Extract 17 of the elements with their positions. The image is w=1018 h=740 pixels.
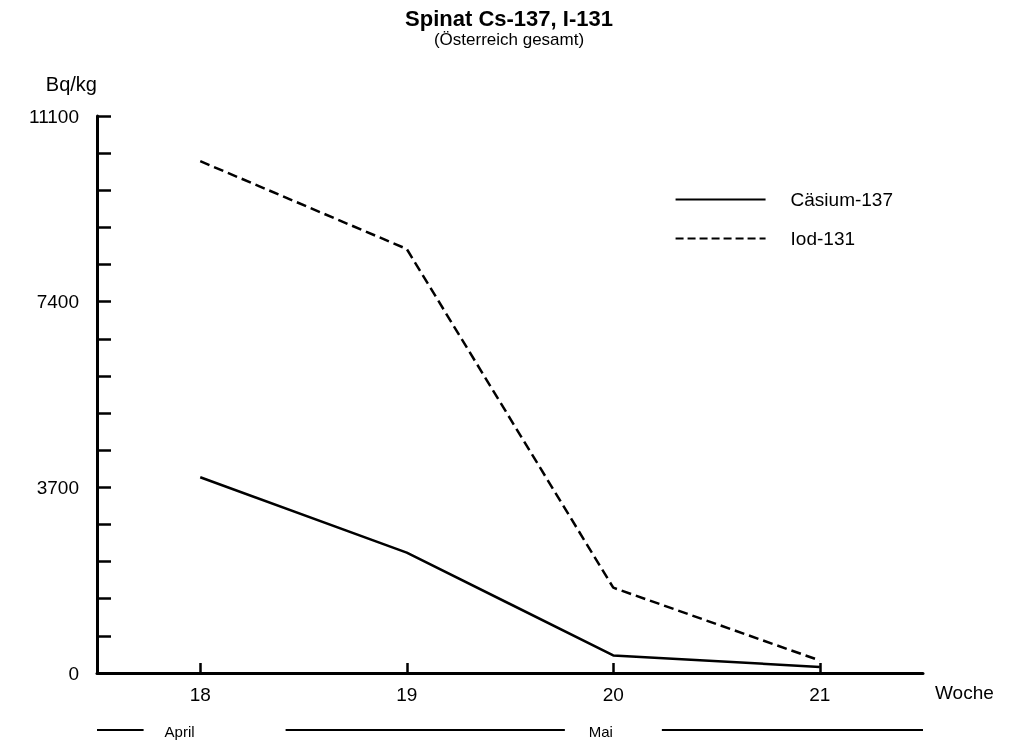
y-tick-label: 0 [68,662,79,684]
chart-title: Spinat Cs-137, I-131 [405,5,613,31]
x-tick-label: 19 [396,684,418,705]
y-tick-label: 11100 [28,105,79,127]
text: April [164,723,195,740]
x-axis-title: Woche [935,682,994,703]
legend-label: Iod-131 [790,228,856,249]
chart-subtitle: (Österreich gesamt) [433,30,585,49]
x-tick-label: 18 [189,684,211,705]
x-tick-label: 20 [602,684,624,705]
y-tick-label: 7400 [36,291,79,313]
y-tick-label: 3700 [36,476,79,498]
x-tick-label: 21 [809,684,831,705]
line-series [199,476,821,669]
legend-label: Cäsium-137 [790,189,894,210]
text: Mai [588,723,613,740]
y-axis-title: Bq/kg [45,73,97,95]
